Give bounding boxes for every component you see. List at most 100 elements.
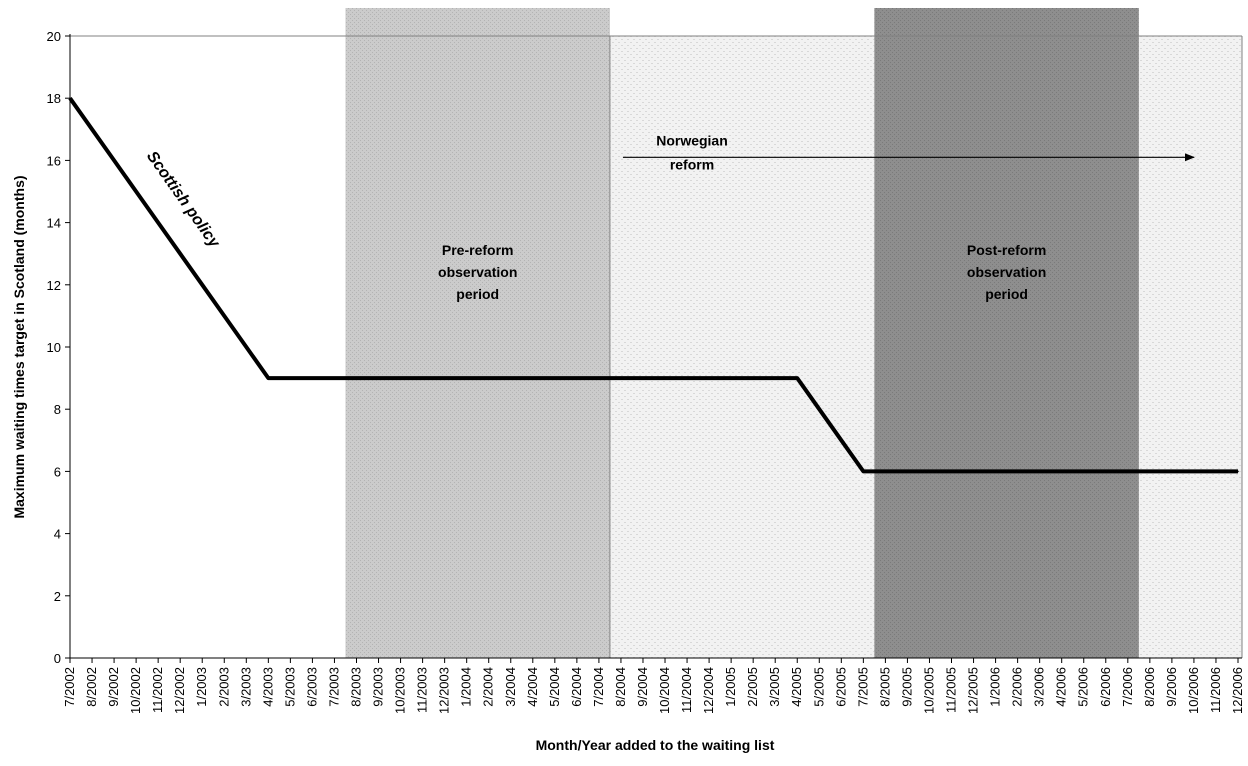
y-tick-label-16: 16 [47, 153, 61, 168]
x-tick-label-4-2005: 4/2005 [789, 667, 804, 707]
data-point-9-2005 [906, 470, 909, 473]
x-tick-label-8-2002: 8/2002 [84, 667, 99, 707]
x-tick-label-11-2003: 11/2003 [415, 667, 430, 713]
data-point-12-2002 [179, 252, 181, 255]
x-axis-title: Month/Year added to the waiting list [536, 737, 775, 753]
x-tick-label-6-2004: 6/2004 [569, 667, 584, 707]
x-tick-label-8-2004: 8/2004 [613, 667, 628, 707]
data-point-11-2004 [686, 377, 688, 379]
data-point-3-2005 [774, 377, 777, 379]
y-tick-label-8: 8 [54, 402, 61, 417]
data-point-8-2002 [91, 128, 93, 131]
data-point-7-2003 [333, 377, 336, 379]
data-point-10-2006 [1193, 470, 1195, 473]
data-point-12-2006 [1237, 470, 1239, 473]
data-point-11-2002 [157, 221, 159, 224]
data-point-3-2006 [1038, 470, 1041, 473]
data-point-4-2003 [267, 377, 270, 379]
x-tick-label-10-2005: 10/2005 [921, 667, 936, 714]
x-tick-label-12-2003: 12/2003 [437, 667, 452, 714]
shaded-regions: Pre-reform observation period Post-reform ob… [345, 8, 1242, 658]
data-point-9-2004 [642, 377, 644, 379]
y-tick-label-0: 0 [54, 651, 61, 666]
data-point-2-2006 [1016, 470, 1019, 473]
scottish-policy-line [68, 97, 1238, 474]
x-tick-label-9-2006: 9/2006 [1164, 667, 1179, 707]
x-tick-label-11-2004: 11/2004 [679, 667, 694, 713]
x-tick-label-12-2005: 12/2005 [966, 667, 981, 714]
x-tick-label-3-2005: 3/2005 [767, 667, 782, 707]
y-tick-label-20: 20 [47, 29, 61, 44]
x-tick-label-9-2002: 9/2002 [106, 667, 121, 707]
data-point-4-2006 [1060, 470, 1063, 473]
data-point-2-2004 [487, 377, 490, 379]
data-point-2-2005 [752, 377, 754, 379]
data-point-5-2003 [289, 377, 292, 379]
data-point-2-2003 [223, 315, 226, 317]
scottish-policy-label: Scottish policy [143, 148, 223, 252]
post-reform-region [874, 8, 1139, 658]
y-tick-label-14: 14 [47, 216, 61, 231]
data-point-8-2003 [355, 377, 358, 379]
data-point-4-2004 [531, 377, 534, 379]
x-tick-label-11-2005: 11/2005 [944, 667, 959, 713]
data-point-11-2006 [1215, 470, 1217, 473]
data-point-6-2005 [840, 439, 843, 442]
norwegian-reform-label-1: Norwegian [656, 132, 728, 148]
data-point-7-2005 [862, 470, 865, 473]
x-tick-label-3-2004: 3/2004 [503, 667, 518, 707]
y-tick-label-6: 6 [54, 464, 61, 479]
x-tick-label-2-2003: 2/2003 [216, 667, 231, 707]
data-point-1-2006 [994, 470, 997, 473]
x-tick-label-2-2006: 2/2006 [1010, 667, 1025, 707]
x-tick-label-6-2006: 6/2006 [1098, 667, 1113, 707]
plot-frame [70, 35, 1243, 658]
data-point-3-2003 [245, 346, 248, 348]
data-point-5-2005 [818, 408, 821, 411]
x-tick-label-1-2005: 1/2005 [723, 667, 738, 707]
x-tick-label-9-2005: 9/2005 [899, 667, 914, 707]
x-tick-label-6-2003: 6/2003 [304, 667, 319, 707]
data-point-5-2006 [1082, 470, 1085, 473]
x-tick-label-7-2002: 7/2002 [62, 667, 77, 707]
pre-reform-region-label-3: period [456, 286, 499, 302]
data-point-7-2004 [598, 377, 600, 379]
axes: 0 2 4 6 8 10 12 14 16 18 20 7/2002 8/2002 9/2002 10/20… [47, 29, 1245, 714]
data-point-12-2005 [972, 470, 975, 473]
data-point-1-2004 [465, 377, 468, 379]
x-tick-label-10-2006: 10/2006 [1186, 667, 1201, 714]
data-point-6-2003 [311, 377, 314, 379]
x-tick-label-1-2006: 1/2006 [988, 667, 1003, 707]
x-tick-label-1-2003: 1/2003 [194, 667, 209, 707]
post-reform-region-label-3: period [985, 286, 1028, 302]
data-point-11-2005 [950, 470, 953, 473]
data-point-10-2005 [928, 470, 931, 473]
post-reform-region-label-1: Post-reform [967, 242, 1046, 258]
data-point-1-2005 [730, 377, 732, 379]
x-tick-label-5-2004: 5/2004 [547, 667, 562, 707]
x-tick-label-10-2003: 10/2003 [393, 667, 408, 714]
data-point-10-2002 [135, 190, 137, 193]
data-point-4-2005 [796, 377, 799, 379]
x-tick-label-5-2003: 5/2003 [282, 667, 297, 707]
x-tick-label-7-2004: 7/2004 [591, 667, 606, 707]
x-tick-label-12-2006: 12/2006 [1230, 667, 1245, 714]
x-tick-label-8-2005: 8/2005 [877, 667, 892, 707]
x-tick-label-3-2006: 3/2006 [1032, 667, 1047, 707]
x-tick-label-10-2004: 10/2004 [657, 667, 672, 714]
x-tick-label-7-2003: 7/2003 [326, 667, 341, 707]
data-point-12-2003 [443, 377, 446, 379]
y-axis-title: Maximum waiting times target in Scotland… [11, 175, 27, 518]
data-point-1-2003 [201, 284, 204, 286]
x-tick-label-4-2004: 4/2004 [525, 667, 540, 707]
x-tick-label-7-2005: 7/2005 [855, 667, 870, 707]
y-tick-label-18: 18 [47, 91, 61, 106]
y-tick-label-12: 12 [47, 278, 61, 293]
pre-reform-region [345, 8, 610, 658]
x-tick-label-8-2006: 8/2006 [1142, 667, 1157, 707]
pre-reform-region-label-2: observation [438, 264, 517, 280]
x-tick-label-6-2005: 6/2005 [833, 667, 848, 707]
y-tick-label-10: 10 [47, 340, 61, 355]
data-point-12-2004 [708, 377, 710, 379]
